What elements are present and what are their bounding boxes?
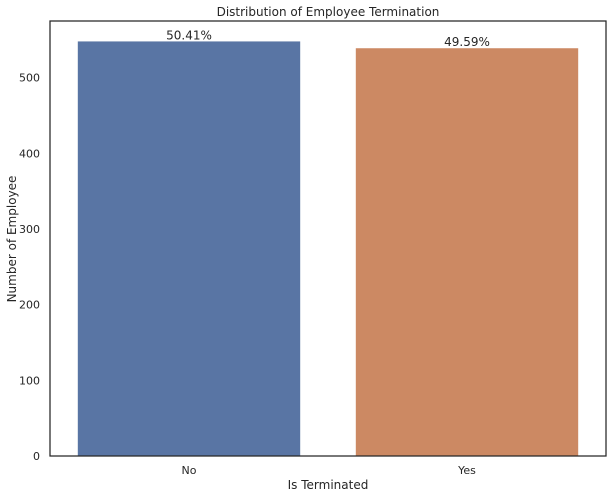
- x-axis-ticks: No Yes: [182, 464, 477, 477]
- x-axis-label: Is Terminated: [288, 478, 369, 492]
- y-axis-label: Number of Employee: [5, 176, 19, 303]
- y-tick-label-200: 200: [19, 299, 40, 312]
- y-tick-label-500: 500: [19, 72, 40, 85]
- x-tick-label-no: No: [182, 464, 197, 477]
- data-label-yes: 49.59%: [444, 35, 490, 49]
- plot-area-frame: [49, 20, 607, 457]
- y-axis-ticks: 0 100 200 300 400 500: [19, 72, 40, 463]
- chart-title: Distribution of Employee Termination: [217, 5, 440, 19]
- data-labels-layer: 50.41% 49.59%: [166, 28, 490, 49]
- y-tick-label-100: 100: [19, 374, 40, 387]
- y-tick-label-400: 400: [19, 147, 40, 160]
- x-tick-label-yes: Yes: [457, 464, 476, 477]
- y-tick-label-300: 300: [19, 223, 40, 236]
- bar-yes: [355, 48, 579, 457]
- bar-no: [77, 41, 301, 456]
- y-tick-label-0: 0: [33, 450, 40, 463]
- data-label-no: 50.41%: [166, 28, 212, 42]
- bars-layer: [77, 41, 579, 457]
